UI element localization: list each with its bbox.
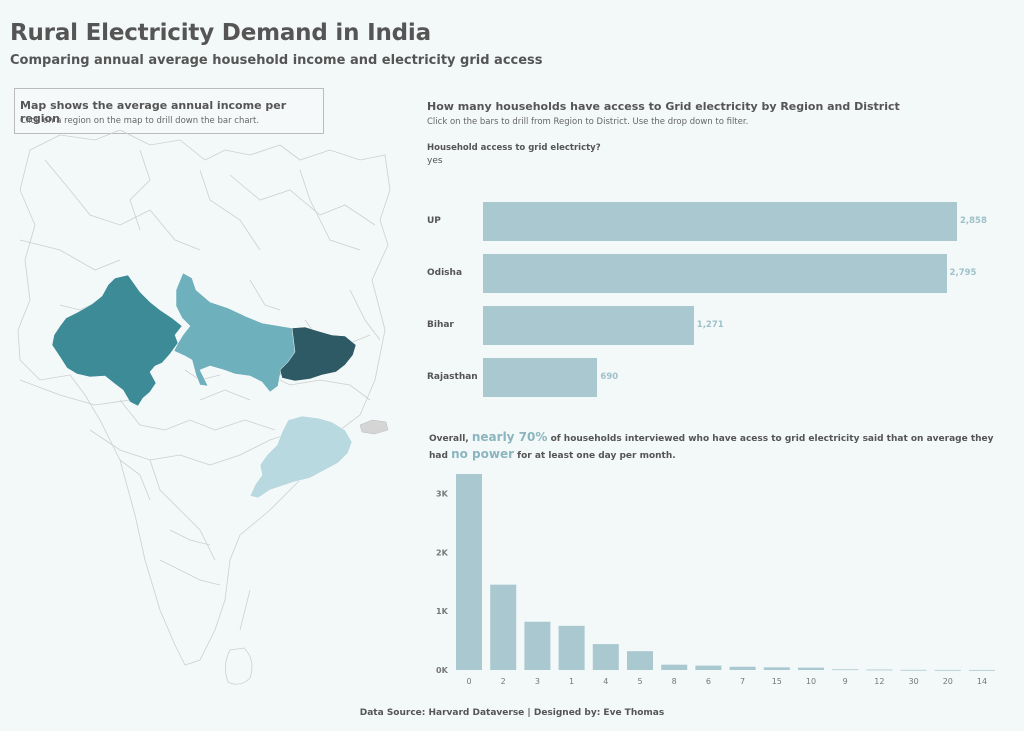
- x-tick-label: 5: [637, 677, 642, 686]
- column-bar[interactable]: [729, 666, 756, 670]
- x-tick-label: 3: [535, 677, 540, 686]
- column-bar[interactable]: [900, 669, 927, 671]
- bar-chart-title: How many households have access to Grid …: [427, 100, 900, 113]
- bar-value-label: 690: [600, 372, 619, 382]
- bar-label: Rajasthan: [427, 372, 478, 382]
- x-tick-label: 9: [843, 677, 848, 686]
- insight-middle: of households interviewed who have acess…: [429, 434, 994, 461]
- bar-up[interactable]: [483, 202, 957, 241]
- delta-outline: [359, 419, 389, 435]
- bar-value-label: 2,795: [949, 268, 977, 278]
- filter-label: Household access to grid electricty?: [427, 143, 601, 153]
- y-tick-label: 1K: [436, 607, 449, 616]
- column-bar[interactable]: [558, 625, 585, 670]
- column-bar[interactable]: [934, 669, 961, 671]
- bar-label: Odisha: [427, 268, 463, 278]
- region-uttar-pradesh[interactable]: [173, 272, 299, 393]
- x-tick-label: 8: [672, 677, 677, 686]
- column-bar[interactable]: [763, 667, 790, 670]
- insight-text: Overall, nearly 70% of households interv…: [429, 430, 1004, 464]
- region-rajasthan[interactable]: [51, 274, 183, 407]
- sri-lanka-outline: [225, 647, 253, 685]
- x-tick-label: 0: [466, 677, 471, 686]
- y-tick-label: 3K: [436, 489, 449, 498]
- map-border-lines: [17, 130, 391, 666]
- column-bar[interactable]: [524, 621, 551, 670]
- region-odisha[interactable]: [249, 415, 353, 499]
- column-bar[interactable]: [456, 474, 482, 670]
- bar-chart-instruction: Click on the bars to drill from Region t…: [427, 117, 749, 127]
- x-tick-label: 12: [874, 677, 884, 686]
- x-tick-label: 20: [943, 677, 953, 686]
- x-tick-label: 7: [740, 677, 745, 686]
- bar-odisha[interactable]: [483, 254, 947, 293]
- column-bar[interactable]: [592, 644, 619, 670]
- column-bar[interactable]: [661, 664, 688, 670]
- insight-highlight-no-power: no power: [451, 447, 515, 461]
- insight-highlight-percent: nearly 70%: [471, 430, 548, 444]
- x-tick-label: 2: [501, 677, 506, 686]
- column-bar[interactable]: [627, 651, 653, 670]
- bar-rajasthan[interactable]: [483, 358, 598, 397]
- bar-value-label: 1,271: [696, 320, 724, 330]
- insight-prefix: Overall,: [429, 434, 469, 444]
- x-tick-label: 1: [569, 677, 574, 686]
- filter-dropdown[interactable]: yes: [427, 156, 443, 166]
- x-tick-label: 10: [806, 677, 816, 686]
- y-tick-label: 2K: [436, 548, 449, 557]
- column-bar[interactable]: [798, 667, 824, 670]
- india-map[interactable]: [0, 130, 400, 690]
- map-description-box: Map shows the average annual income per …: [14, 88, 324, 134]
- bar-bihar[interactable]: [483, 306, 694, 345]
- column-bar[interactable]: [832, 669, 859, 671]
- column-bar[interactable]: [490, 584, 517, 670]
- x-tick-label: 6: [706, 677, 711, 686]
- x-tick-label: 14: [977, 677, 987, 686]
- bar-value-label: 2,858: [960, 216, 987, 226]
- x-tick-label: 15: [772, 677, 782, 686]
- x-tick-label: 30: [909, 677, 919, 686]
- column-bar[interactable]: [969, 669, 995, 671]
- footer-credits: Data Source: Harvard Dataverse | Designe…: [359, 708, 665, 718]
- bar-label: Bihar: [427, 320, 454, 330]
- column-bar[interactable]: [866, 669, 893, 671]
- map-heading: Map shows the average annual income per …: [20, 99, 287, 125]
- insight-suffix: for at least one day per month.: [517, 451, 676, 461]
- dashboard-title: Rural Electricity Demand in India: [10, 20, 431, 46]
- x-tick-label: 4: [603, 677, 608, 686]
- y-tick-label: 0K: [436, 666, 449, 675]
- map-instruction: Click on a region on the map to drill do…: [20, 116, 260, 126]
- dashboard-subtitle: Comparing annual average household incom…: [10, 53, 543, 68]
- bar-label: UP: [427, 216, 441, 226]
- region-bihar[interactable]: [279, 326, 357, 382]
- column-bar[interactable]: [695, 665, 722, 670]
